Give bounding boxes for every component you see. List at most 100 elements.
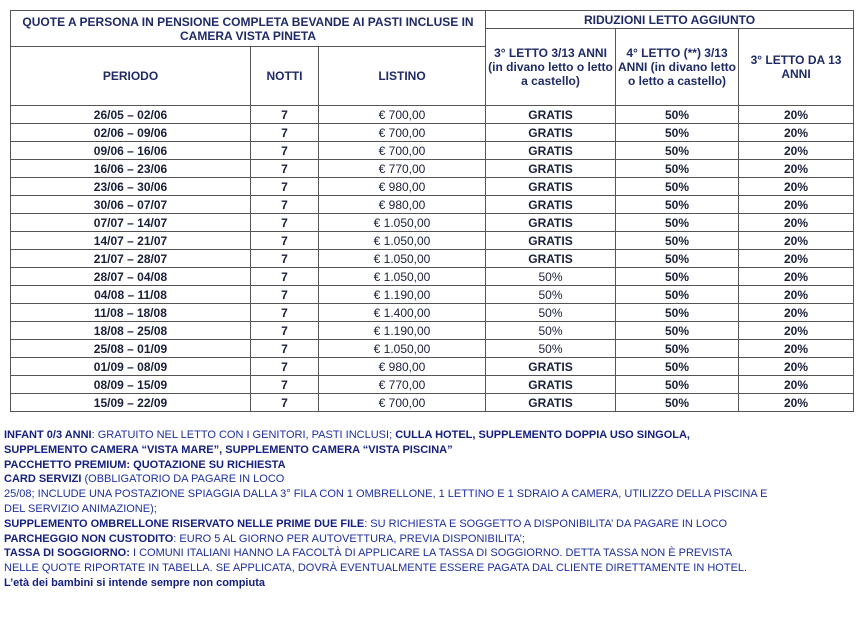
note-line: PACCHETTO PREMIUM: QUOTAZIONE SU RICHIES… [4, 458, 865, 473]
table-cell: 50% [615, 231, 740, 250]
table-cell: € 700,00 [317, 141, 487, 160]
table-cell: 50% [485, 267, 617, 286]
table-row: 26/05 – 02/06 7 € 700,00 GRATIS 50% 20% [10, 105, 855, 124]
table-cell: 50% [615, 375, 740, 394]
note-text: (OBBLIGATORIO DA PAGARE IN LOCO [81, 473, 285, 486]
table-row: 16/06 – 23/06 7 € 770,00 GRATIS 50% 20% [10, 159, 855, 178]
table-cell: € 1.190,00 [317, 321, 487, 340]
table-cell: € 1.050,00 [317, 249, 487, 268]
table-cell: 25/08 – 01/09 [10, 339, 251, 358]
table-cell: 50% [615, 213, 740, 232]
table-cell: 18/08 – 25/08 [10, 321, 251, 340]
table-cell: 7 [250, 195, 319, 214]
table-cell: € 980,00 [317, 357, 487, 376]
note-text: 25/08; INCLUDE UNA POSTAZIONE SPIAGGIA D… [4, 488, 768, 501]
table-cell: 16/06 – 23/06 [10, 159, 251, 178]
note-text: CARD SERVIZI [4, 473, 82, 486]
note-text: SUPPLEMENTO CAMERA “VISTA MARE”, SUPPLEM… [4, 443, 453, 456]
note-line: INFANT 0/3 ANNI: GRATUITO NEL LETTO CON … [4, 428, 865, 443]
table-cell: € 1.050,00 [317, 339, 487, 358]
table-cell: 20% [738, 357, 855, 376]
table-cell: 21/07 – 28/07 [10, 249, 251, 268]
note-text: PACCHETTO PREMIUM: QUOTAZIONE SU RICHIES… [4, 458, 286, 471]
note-text: PARCHEGGIO NON CUSTODITO [4, 532, 174, 545]
table-cell: 30/06 – 07/07 [10, 195, 251, 214]
table-cell: 50% [615, 141, 740, 160]
note-line: PARCHEGGIO NON CUSTODITO: EURO 5 AL GIOR… [4, 532, 865, 547]
table-cell: 09/06 – 16/06 [10, 141, 251, 160]
table-row: 11/08 – 18/08 7 € 1.400,00 50% 50% 20% [10, 303, 855, 322]
table-cell: 20% [738, 177, 855, 196]
table-cell: 50% [485, 321, 617, 340]
table-row: 08/09 – 15/09 7 € 770,00 GRATIS 50% 20% [10, 375, 855, 394]
table-cell: 50% [615, 249, 740, 268]
table-row: 01/09 – 08/09 7 € 980,00 GRATIS 50% 20% [10, 357, 855, 376]
table-cell: GRATIS [485, 393, 617, 412]
note-text: CULLA HOTEL, SUPPLEMENTO DOPPIA USO SING… [395, 429, 690, 441]
table-cell: 02/06 – 09/06 [10, 123, 251, 142]
column-header: PERIODO [10, 46, 251, 106]
table-cell: 50% [485, 339, 617, 358]
table-cell: 7 [250, 339, 319, 358]
table-cell: € 700,00 [317, 393, 487, 412]
table-cell: 7 [250, 321, 319, 340]
table-cell: € 1.050,00 [317, 231, 487, 250]
column-header: 4° LETTO (**) 3/13 ANNI (in divano letto… [615, 28, 740, 106]
table-cell: GRATIS [485, 141, 617, 160]
table-cell: 50% [615, 195, 740, 214]
table-cell: 50% [615, 321, 740, 340]
table-cell: GRATIS [485, 231, 617, 250]
table-cell: 7 [250, 249, 319, 268]
table-cell: 50% [615, 159, 740, 178]
table-row: 18/08 – 25/08 7 € 1.190,00 50% 50% 20% [10, 321, 855, 340]
table-cell: 50% [615, 123, 740, 142]
note-line: SUPPLEMENTO CAMERA “VISTA MARE”, SUPPLEM… [4, 443, 865, 458]
note-line: DEL SERVIZIO ANIMAZIONE); [4, 502, 865, 517]
table-title: QUOTE A PERSONA IN PENSIONE COMPLETA BEV… [9, 10, 487, 47]
table-cell: 20% [738, 249, 855, 268]
reductions-title: RIDUZIONI LETTO AGGIUNTO [485, 10, 855, 29]
table-cell: GRATIS [485, 195, 617, 214]
table-cell: € 980,00 [317, 195, 487, 214]
table-cell: € 770,00 [317, 375, 487, 394]
table-row: 23/06 – 30/06 7 € 980,00 GRATIS 50% 20% [10, 177, 855, 196]
table-cell: 23/06 – 30/06 [10, 177, 251, 196]
table-cell: 20% [738, 141, 855, 160]
note-line: 25/08; INCLUDE UNA POSTAZIONE SPIAGGIA D… [4, 487, 865, 502]
table-cell: € 980,00 [317, 177, 487, 196]
table-cell: 50% [615, 357, 740, 376]
table-cell: 7 [250, 303, 319, 322]
note-text: NELLE QUOTE RIPORTATE IN TABELLA. SE APP… [4, 562, 748, 575]
table-cell: 20% [738, 321, 855, 340]
table-cell: 7 [250, 231, 319, 250]
table-cell: € 1.400,00 [317, 303, 487, 322]
notes: INFANT 0/3 ANNI: GRATUITO NEL LETTO CON … [4, 428, 865, 591]
table-cell: 01/09 – 08/09 [10, 357, 251, 376]
table-cell: 7 [250, 123, 319, 142]
note-line: CARD SERVIZI (OBBLIGATORIO DA PAGARE IN … [4, 472, 865, 487]
column-header: 3° LETTO 3/13 ANNI (in divano letto o le… [485, 28, 617, 106]
table-cell: € 1.050,00 [317, 213, 487, 232]
table-cell: 20% [738, 267, 855, 286]
table-cell: GRATIS [485, 249, 617, 268]
note-text: L’età dei bambini si intende sempre non … [4, 576, 265, 589]
column-header: NOTTI [250, 46, 319, 106]
table-cell: GRATIS [485, 213, 617, 232]
table-cell: 20% [738, 375, 855, 394]
table-cell: GRATIS [485, 177, 617, 196]
table-cell: 20% [738, 159, 855, 178]
table-cell: 50% [615, 285, 740, 304]
table-row: 02/06 – 09/06 7 € 700,00 GRATIS 50% 20% [10, 123, 855, 142]
note-line: TASSA DI SOGGIORNO: I COMUNI ITALIANI HA… [4, 546, 865, 561]
table-cell: 20% [738, 393, 855, 412]
table-cell: 28/07 – 04/08 [10, 267, 251, 286]
note-text: DEL SERVIZIO ANIMAZIONE); [4, 502, 157, 515]
table-cell: 20% [738, 285, 855, 304]
table-cell: 7 [250, 267, 319, 286]
table-cell: 50% [615, 393, 740, 412]
table-cell: € 700,00 [317, 105, 487, 124]
table-cell: 20% [738, 195, 855, 214]
note-text: : EURO 5 AL GIORNO PER AUTOVETTURA, PREV… [173, 532, 525, 545]
column-header: LISTINO [317, 46, 487, 106]
table-cell: 50% [615, 303, 740, 322]
